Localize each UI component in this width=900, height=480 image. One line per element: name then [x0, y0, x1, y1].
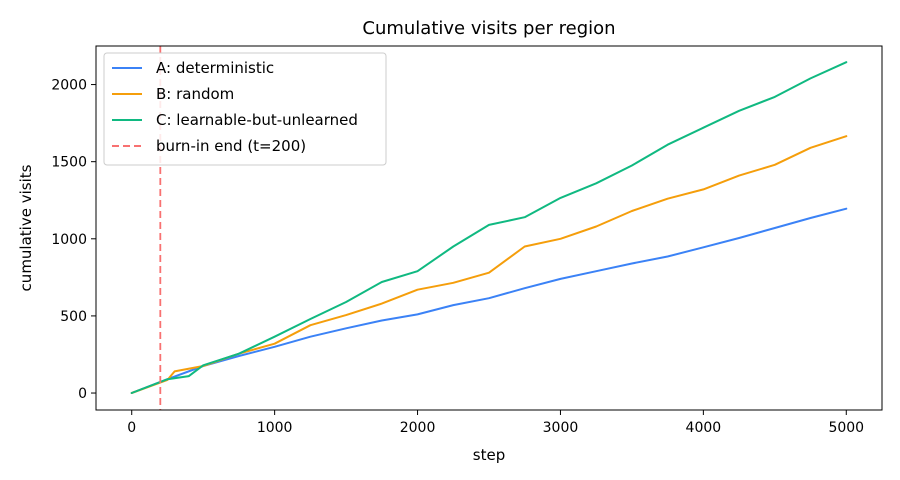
legend-label: A: deterministic: [156, 59, 274, 77]
x-tick-label: 5000: [828, 420, 864, 436]
y-tick-label: 2000: [51, 78, 87, 94]
y-axis: 0 500 1000 1500 2000: [51, 78, 96, 402]
legend-label: C: learnable-but-unlearned: [156, 111, 358, 129]
x-tick-label: 1000: [257, 420, 293, 436]
x-axis: 0 1000 2000 3000 4000 5000: [127, 410, 864, 436]
legend-box: [103, 52, 387, 166]
legend-label: B: random: [156, 85, 234, 103]
y-tick-label: 500: [60, 309, 87, 325]
x-tick-label: 3000: [543, 420, 579, 436]
x-tick-label: 2000: [400, 420, 436, 436]
y-tick-label: 1000: [51, 232, 87, 248]
legend: A: deterministic B: random C: learnable-bu…: [103, 52, 387, 166]
y-tick-label: 0: [78, 386, 87, 402]
x-axis-label: step: [473, 446, 505, 464]
x-tick-label: 4000: [686, 420, 722, 436]
plot-frame: [95, 45, 883, 411]
chart-title: Cumulative visits per region: [362, 18, 615, 39]
series-line-3: [130, 61, 848, 394]
series-line-1: [130, 207, 848, 394]
legend-label: burn-in end (t=200): [156, 137, 306, 155]
y-axis-label: cumulative visits: [17, 164, 35, 291]
y-tick-label: 1500: [51, 155, 87, 171]
x-tick-label: 0: [127, 420, 136, 436]
